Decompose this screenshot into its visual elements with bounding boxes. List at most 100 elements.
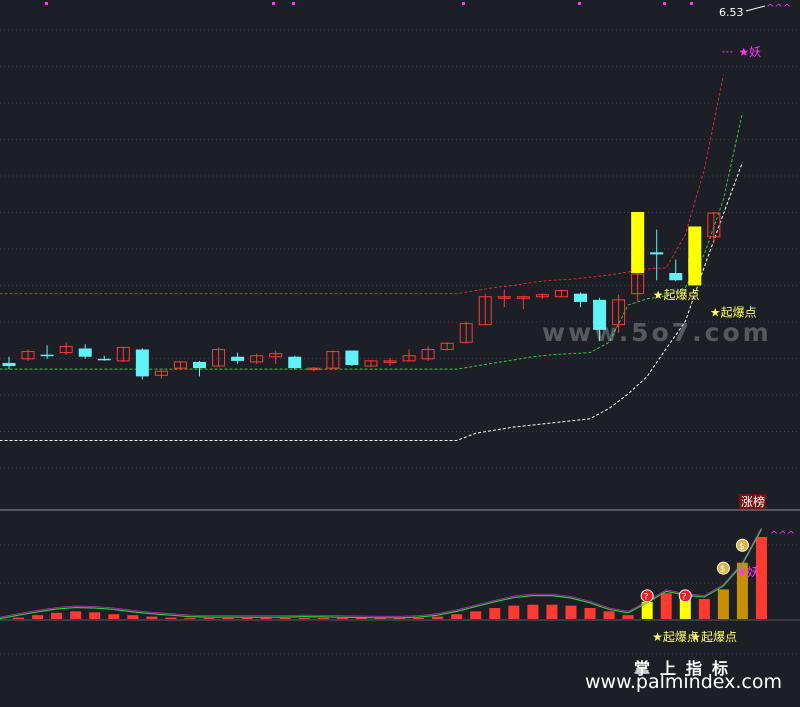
candle [212, 347, 226, 367]
candle-body [307, 367, 321, 371]
candle-body [364, 360, 378, 367]
candle-body [631, 273, 645, 295]
signal-bar [631, 211, 645, 273]
indicator-bar [260, 618, 272, 619]
coin-circle [678, 589, 692, 603]
qibao-marker: ★起爆点 [710, 305, 757, 319]
candle-body [116, 346, 130, 362]
candle-body [288, 356, 302, 369]
qibao-marker: ★起爆点 [690, 630, 737, 644]
chart-labels: 6.53 ^^^ 涨榜 ^^^ [719, 3, 795, 541]
candle [59, 342, 73, 355]
candle [459, 321, 473, 343]
candle-body [212, 349, 226, 367]
candle-body [78, 348, 92, 357]
candle [21, 349, 35, 361]
candle [231, 352, 245, 364]
chart-markers: ★妖★起爆点★起爆点?★起爆点?★起爆点$$★妖 [640, 45, 761, 644]
candle [307, 367, 321, 372]
qibao-marker: ★起爆点 [653, 288, 700, 302]
coin-glyph: ? [682, 592, 687, 602]
candle-body [173, 361, 187, 369]
candle-body [535, 294, 549, 298]
indicator-bar [413, 618, 425, 619]
candle-body [59, 345, 73, 354]
candle [173, 360, 187, 370]
candle-body [231, 356, 245, 361]
indicator-bar [355, 618, 367, 619]
candle [326, 350, 340, 369]
candle-body [269, 353, 283, 358]
candle [707, 211, 721, 244]
candle [288, 355, 302, 370]
candle [402, 349, 416, 362]
candle-body [40, 354, 54, 357]
indicator-bar [546, 604, 558, 619]
watermark-mid: www.5o7.com [542, 318, 772, 347]
candle [116, 346, 130, 362]
top-tick [462, 2, 465, 5]
candle-body [593, 299, 607, 330]
indicator-bar [51, 612, 63, 619]
candle-body [2, 362, 16, 367]
candle [345, 350, 359, 367]
candle [364, 359, 378, 367]
candlesticks [2, 211, 721, 380]
candle-body [574, 293, 587, 302]
candle [516, 295, 530, 310]
middle-band-line [0, 112, 743, 370]
indicator-bar [89, 612, 101, 619]
indicator-bars [0, 536, 800, 621]
indicator-bar [317, 618, 329, 619]
candle-body [650, 252, 664, 255]
candle-body [402, 355, 416, 362]
indicator-green-line [0, 529, 763, 620]
candle [269, 350, 283, 364]
candle [650, 229, 664, 281]
coin-circle [716, 561, 730, 575]
top-tick [690, 2, 693, 5]
top-tick [663, 2, 666, 5]
candle [535, 293, 549, 299]
candle [593, 297, 607, 342]
candle [574, 292, 587, 308]
indicator-bar [565, 605, 577, 619]
band-lines [0, 75, 743, 441]
indicator-bar [165, 617, 177, 619]
candle-body [554, 290, 568, 298]
coin-circle [640, 589, 654, 603]
candle-body [383, 360, 397, 363]
coin-glyph: $ [739, 542, 745, 552]
candle [2, 356, 16, 370]
indicator-top-right-marker: ^^^ [770, 530, 795, 541]
indicator-bar [755, 536, 767, 619]
price-value-label: 6.53 [719, 6, 744, 19]
candle-body [497, 296, 511, 299]
candle [250, 353, 264, 364]
indicator-bar [394, 618, 406, 619]
yao-marker: ★妖 [738, 45, 761, 59]
candle [193, 360, 206, 377]
indicator-bar [336, 618, 348, 619]
indicator-bar [13, 617, 25, 619]
indicator-bar [660, 593, 672, 619]
candle-body [193, 361, 206, 369]
candle-body [459, 323, 473, 343]
candle [497, 289, 511, 308]
indicator-bar [374, 618, 386, 619]
candle [631, 270, 645, 301]
indicator-magenta-line [0, 527, 762, 618]
coin-circle [735, 538, 749, 552]
indicator-bar [641, 601, 653, 619]
indicator-bar [146, 616, 158, 619]
top-right-marker: ^^^ [766, 3, 791, 14]
indicator-bar [622, 615, 634, 619]
candle [40, 345, 54, 359]
candle-body [345, 350, 359, 366]
indicator-bar [603, 611, 615, 619]
red-coin-icon: ? [640, 589, 654, 603]
qibao-marker: ★起爆点 [652, 630, 699, 644]
indicator-bar [736, 562, 748, 619]
candle [78, 344, 92, 359]
